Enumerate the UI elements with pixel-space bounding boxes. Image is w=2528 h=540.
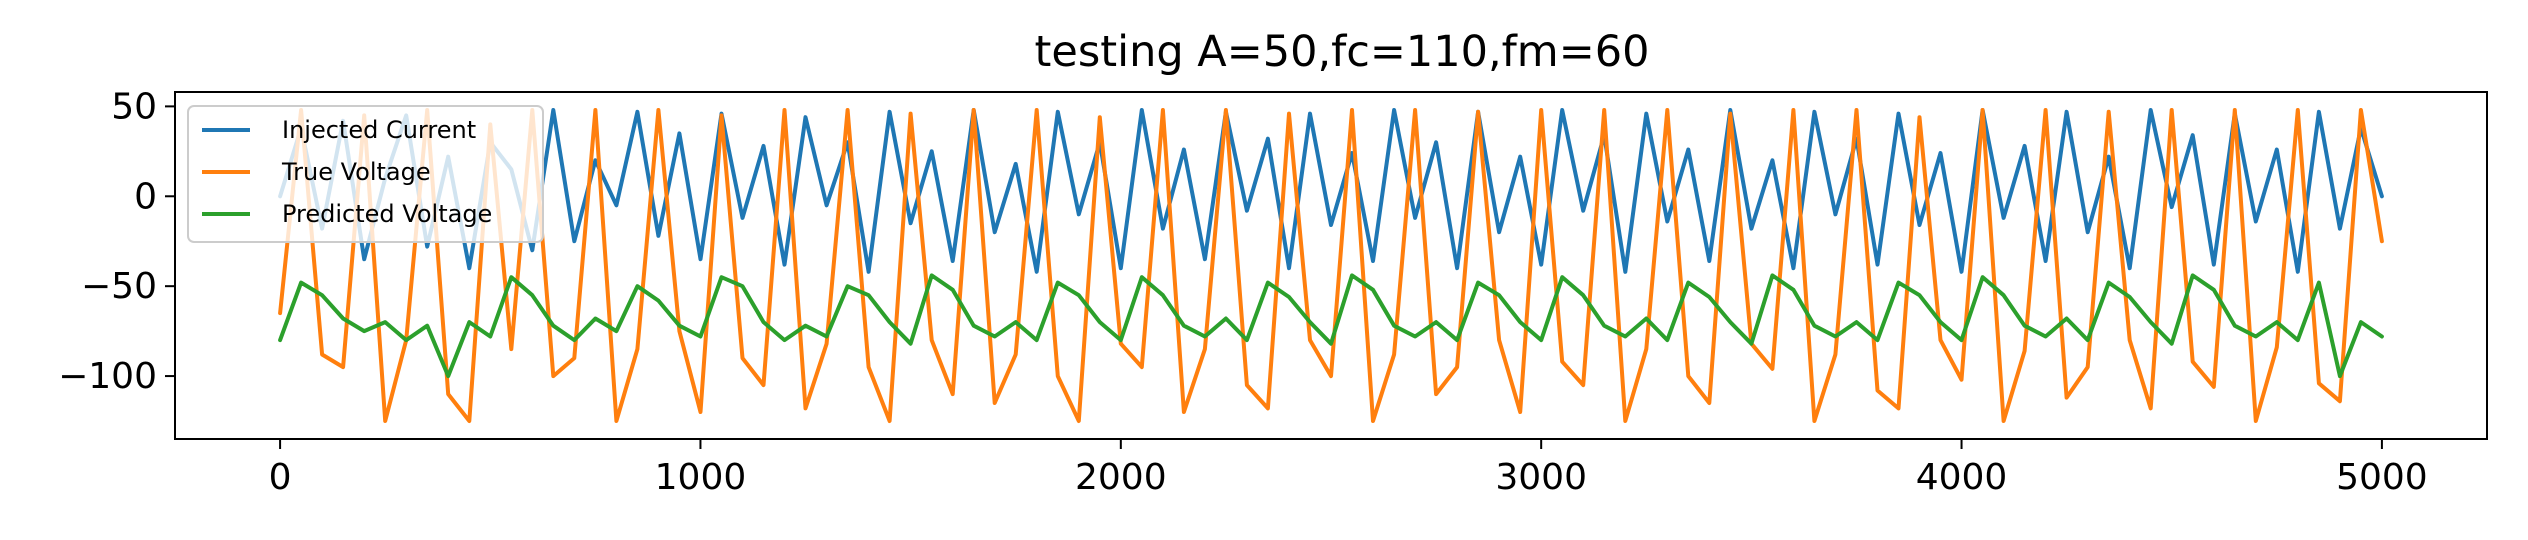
x-tick-label: 1000: [655, 457, 747, 498]
series-line-injected-current: [278, 108, 2384, 274]
legend-label: Injected Current: [282, 116, 476, 144]
legend: Injected Current True Voltage Predicted Vo…: [187, 105, 544, 243]
x-axis: 0 1000 2000 3000 4000 5000: [269, 439, 2428, 498]
x-tick-label: 5000: [2336, 457, 2428, 498]
y-tick-label: −50: [81, 266, 157, 307]
legend-label: Predicted Voltage: [282, 200, 492, 228]
y-tick-label: 50: [111, 86, 157, 127]
chart-title: testing A=50,fc=110,fm=60: [1035, 27, 1650, 77]
y-tick-label: 0: [134, 176, 157, 217]
x-tick-label: 2000: [1075, 457, 1167, 498]
series-layer: [278, 108, 2384, 423]
legend-label: True Voltage: [281, 158, 431, 186]
legend-box: [187, 105, 544, 243]
y-axis: 50 0 −50 −100: [58, 86, 175, 397]
x-tick-label: 4000: [1916, 457, 2008, 498]
y-tick-label: −100: [58, 356, 157, 397]
x-tick-label: 3000: [1495, 457, 1587, 498]
plot-frame: [174, 91, 2488, 440]
x-tick-label: 0: [269, 457, 292, 498]
series-line-predicted-voltage: [278, 273, 2384, 379]
series-line-true-voltage: [278, 108, 2384, 423]
